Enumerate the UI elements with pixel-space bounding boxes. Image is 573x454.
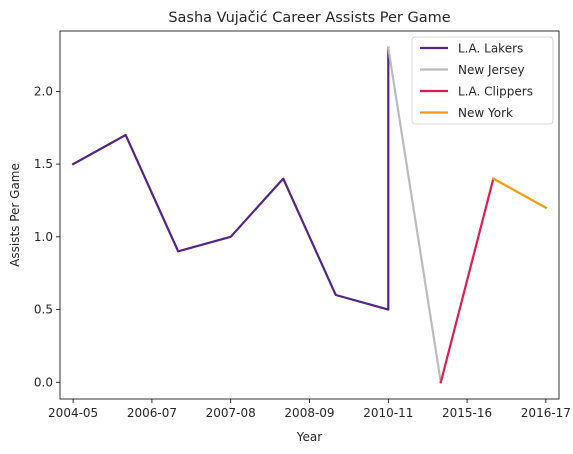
x-tick-label: 2015-16 (442, 406, 492, 420)
series-line-2 (439, 177, 495, 384)
series-line-1 (387, 46, 443, 384)
series-line-3 (491, 177, 548, 210)
y-tick-label: 1.5 (34, 157, 53, 171)
y-tick-label: 2.0 (34, 84, 53, 98)
y-axis-label: Assists Per Game (8, 163, 22, 267)
x-tick-label: 2010-11 (363, 406, 413, 420)
chart-title: Sasha Vujačić Career Assists Per Game (168, 10, 450, 26)
x-axis: 2004-05 2006-07 2007-08 2008-09 2010-11 2015-… (48, 399, 571, 420)
plot-area (71, 46, 548, 384)
x-tick-label: 2016-17 (521, 406, 571, 420)
x-tick-label: 2008-09 (284, 406, 334, 420)
legend-label-0: L.A. Lakers (458, 42, 523, 56)
legend-label-2: L.A. Clippers (458, 85, 533, 99)
x-tick-label: 2006-07 (127, 406, 177, 420)
legend: L.A. Lakers New Jersey L.A. Clippers New Yo… (411, 36, 554, 125)
x-tick-label: 2004-05 (48, 406, 98, 420)
x-axis-label: Year (296, 430, 322, 444)
y-tick-label: 0.5 (34, 303, 53, 317)
series-line-0 (71, 46, 390, 311)
legend-label-1: New Jersey (458, 63, 525, 77)
y-axis: 0.0 0.5 1.0 1.5 2.0 (34, 84, 60, 389)
legend-label-3: New York (458, 106, 513, 120)
y-tick-label: 0.0 (34, 375, 53, 389)
legend-box (411, 36, 554, 125)
y-tick-label: 1.0 (34, 230, 53, 244)
x-tick-label: 2007-08 (206, 406, 256, 420)
